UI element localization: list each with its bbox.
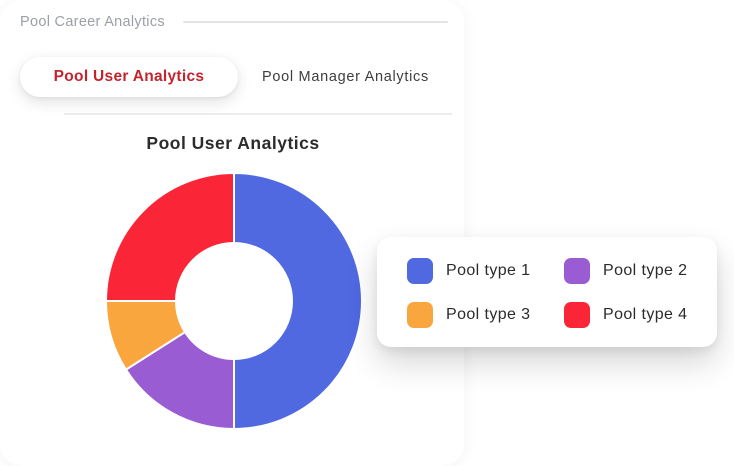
donut-slice-pool-type-1[interactable] <box>233 172 363 430</box>
legend-swatch-red <box>564 302 590 328</box>
legend-item-pool-type-3[interactable]: Pool type 3 <box>407 302 564 328</box>
donut-chart <box>105 172 363 430</box>
donut-slice-pool-type-4[interactable] <box>105 172 235 302</box>
analytics-card: Pool Career Analytics Pool User Analytic… <box>20 14 452 430</box>
legend-item-pool-type-1[interactable]: Pool type 1 <box>407 258 564 284</box>
legend-item-pool-type-2[interactable]: Pool type 2 <box>564 258 717 284</box>
card-header-title: Pool Career Analytics <box>20 14 165 30</box>
legend-label: Pool type 2 <box>603 262 688 279</box>
legend-label: Pool type 3 <box>446 306 531 323</box>
analytics-tabs: Pool User Analytics Pool Manager Analyti… <box>20 57 429 97</box>
section-divider <box>64 113 452 115</box>
tab-pool-manager-analytics[interactable]: Pool Manager Analytics <box>238 69 429 85</box>
legend-swatch-blue <box>407 258 433 284</box>
tab-pool-user-analytics[interactable]: Pool User Analytics <box>20 57 238 97</box>
chart-title: Pool User Analytics <box>146 133 320 153</box>
legend-swatch-purple <box>564 258 590 284</box>
legend-label: Pool type 4 <box>603 306 688 323</box>
header-rule <box>182 21 448 23</box>
legend-label: Pool type 1 <box>446 262 531 279</box>
chart-legend-card: Pool type 1 Pool type 2 Pool type 3 Pool… <box>377 237 717 347</box>
legend-swatch-orange <box>407 302 433 328</box>
card-header: Pool Career Analytics <box>20 14 448 30</box>
legend-item-pool-type-4[interactable]: Pool type 4 <box>564 302 717 328</box>
